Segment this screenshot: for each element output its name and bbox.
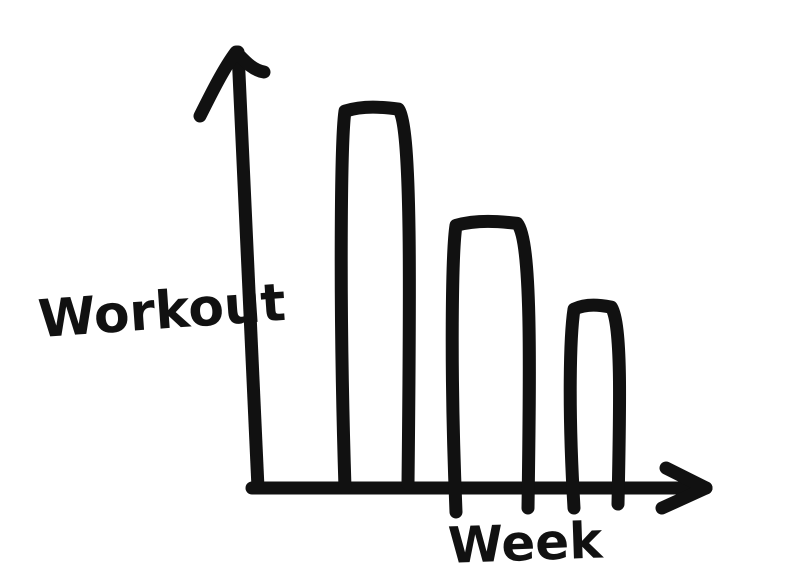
bar-2 <box>445 214 536 519</box>
y-axis-arrow <box>193 45 271 123</box>
bar-1 <box>334 100 416 495</box>
x-axis-arrow <box>655 461 713 515</box>
bar-3 <box>563 298 627 515</box>
bars-group <box>334 100 627 519</box>
y-axis <box>231 45 265 495</box>
x-axis-label: Week <box>447 511 605 574</box>
